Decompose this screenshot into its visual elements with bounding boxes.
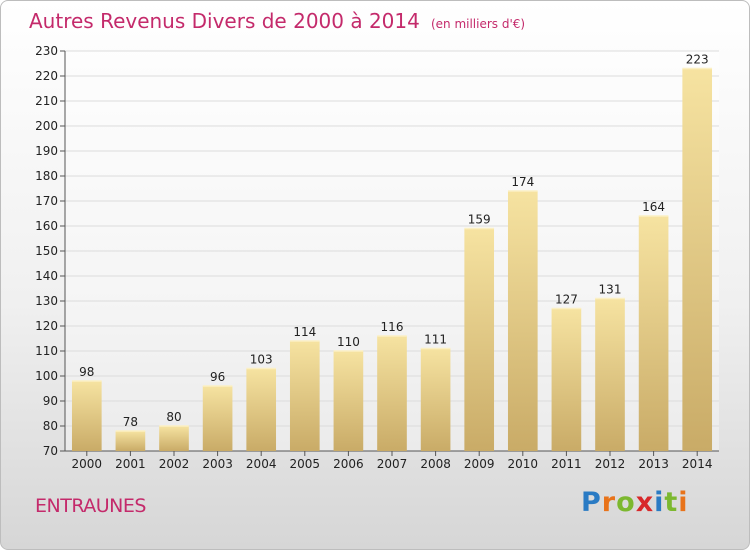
data-label: 164 xyxy=(642,200,665,214)
x-tick-label: 2009 xyxy=(464,457,495,471)
title-row: Autres Revenus Divers de 2000 à 2014 (en… xyxy=(29,9,525,33)
y-tick-label: 230 xyxy=(35,44,58,58)
x-tick-label: 2012 xyxy=(595,457,626,471)
logo-letter: o xyxy=(616,487,636,518)
x-tick-label: 2001 xyxy=(115,457,146,471)
x-tick-label: 2005 xyxy=(290,457,321,471)
proxiti-logo: Proxiti xyxy=(581,487,689,518)
bar xyxy=(682,68,713,451)
x-tick-label: 2011 xyxy=(551,457,582,471)
y-tick-label: 170 xyxy=(35,194,58,208)
x-tick-label: 2002 xyxy=(159,457,190,471)
data-label: 116 xyxy=(381,320,404,334)
x-tick-label: 2000 xyxy=(72,457,103,471)
y-tick-label: 180 xyxy=(35,169,58,183)
place-name: ENTRAUNES xyxy=(35,495,146,517)
y-tick-label: 200 xyxy=(35,119,58,133)
x-tick-label: 2008 xyxy=(420,457,451,471)
y-tick-label: 110 xyxy=(35,344,58,358)
bar xyxy=(71,381,102,451)
data-label: 110 xyxy=(337,335,360,349)
bar xyxy=(333,351,364,451)
y-tick-label: 220 xyxy=(35,69,58,83)
logo-letter: P xyxy=(581,487,602,518)
bar xyxy=(464,228,495,451)
y-tick-label: 120 xyxy=(35,319,58,333)
logo-letter: t xyxy=(664,487,679,518)
x-tick-label: 2003 xyxy=(202,457,233,471)
data-label: 114 xyxy=(293,325,316,339)
y-tick-label: 90 xyxy=(43,394,58,408)
chart-subtitle: (en milliers d'€) xyxy=(430,17,526,31)
bar xyxy=(289,341,320,451)
bar xyxy=(420,348,451,451)
x-tick-label: 2013 xyxy=(638,457,669,471)
y-tick-label: 150 xyxy=(35,244,58,258)
bar xyxy=(202,386,233,451)
data-label: 131 xyxy=(599,283,622,297)
bar xyxy=(507,191,538,451)
bar xyxy=(595,298,625,451)
y-tick-label: 160 xyxy=(35,219,58,233)
data-label: 159 xyxy=(468,213,491,227)
bar xyxy=(377,336,407,451)
logo-letter: i xyxy=(654,487,665,518)
x-tick-label: 2006 xyxy=(333,457,364,471)
x-tick-label: 2007 xyxy=(377,457,408,471)
data-label: 223 xyxy=(686,53,709,67)
x-tick-label: 2010 xyxy=(508,457,539,471)
x-tick-label: 2004 xyxy=(246,457,277,471)
y-tick-label: 190 xyxy=(35,144,58,158)
x-tick-label: 2014 xyxy=(682,457,713,471)
data-label: 78 xyxy=(123,415,138,429)
data-label: 127 xyxy=(555,293,578,307)
bar xyxy=(551,308,582,451)
bar xyxy=(159,426,189,451)
data-label: 111 xyxy=(424,333,447,347)
bar xyxy=(246,368,277,451)
y-tick-label: 80 xyxy=(43,419,58,433)
logo-letter: i xyxy=(678,487,689,518)
y-tick-label: 70 xyxy=(43,444,58,458)
bar xyxy=(638,216,669,451)
bar xyxy=(115,431,146,451)
y-tick-label: 100 xyxy=(35,369,58,383)
data-label: 80 xyxy=(166,410,181,424)
y-tick-label: 130 xyxy=(35,294,58,308)
y-tick-label: 140 xyxy=(35,269,58,283)
logo-letter: r xyxy=(601,487,617,518)
chart-title: Autres Revenus Divers de 2000 à 2014 xyxy=(29,9,420,33)
data-label: 98 xyxy=(79,365,94,379)
y-tick-label: 210 xyxy=(35,94,58,108)
data-label: 103 xyxy=(250,353,273,367)
data-label: 174 xyxy=(511,175,534,189)
logo-letter: x xyxy=(635,487,655,518)
data-label: 96 xyxy=(210,370,225,384)
